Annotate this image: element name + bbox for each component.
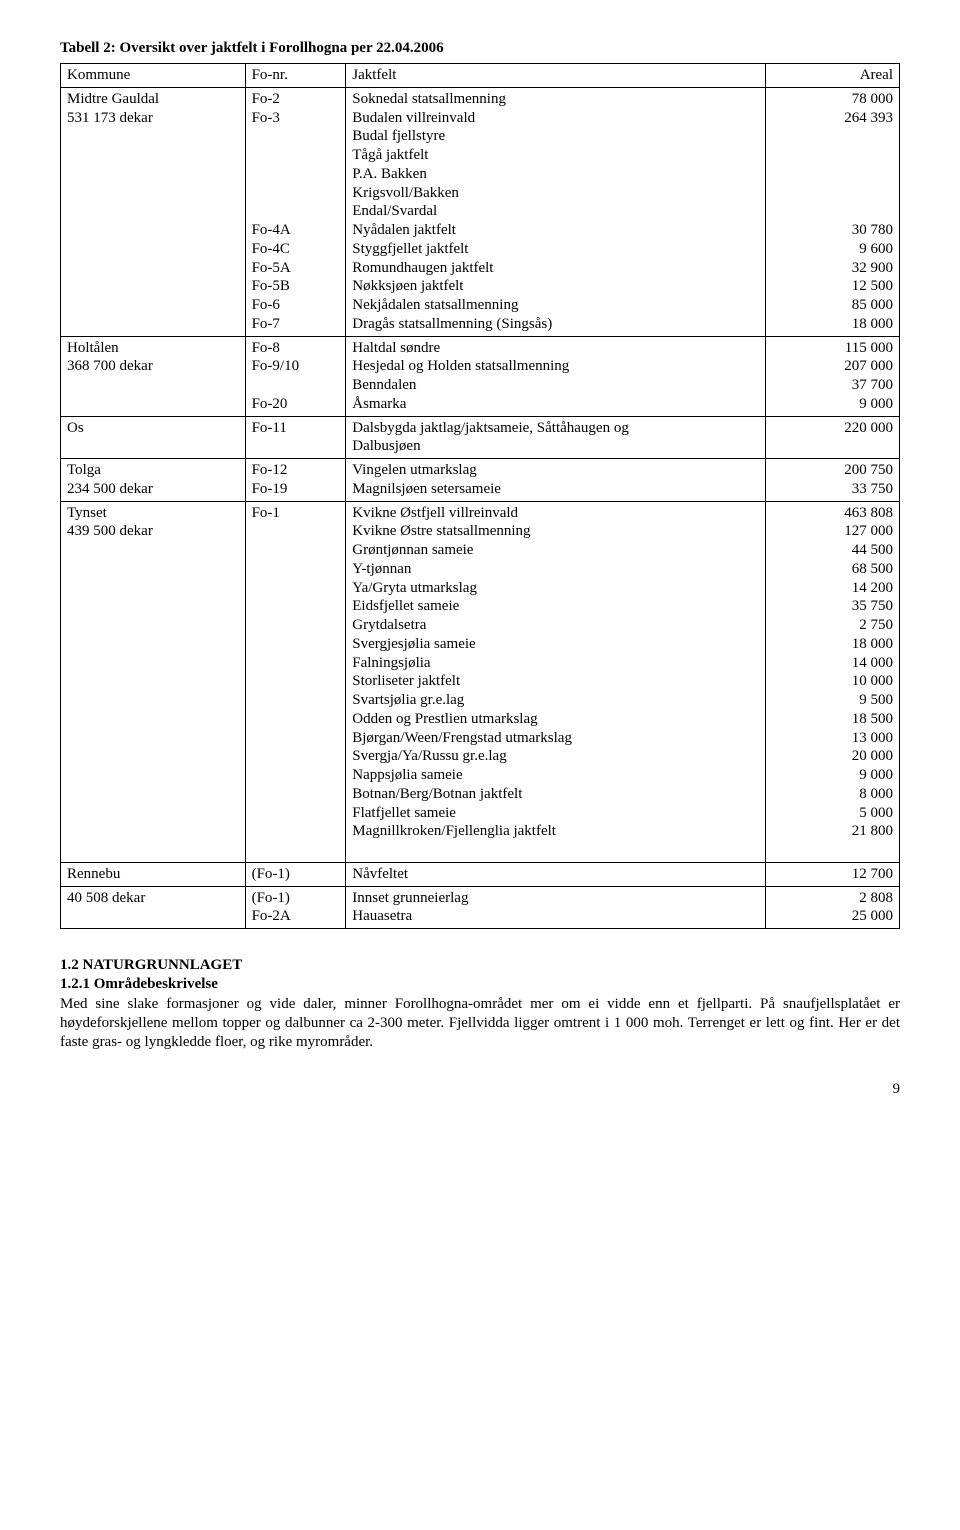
cell-kommune: 40 508 dekar <box>61 886 246 929</box>
jaktfelt-table: Kommune Fo-nr. Jaktfelt Areal Midtre Gau… <box>60 63 900 929</box>
cell-fonr: Fo-12Fo-19 <box>245 459 346 502</box>
cell-jaktfelt: Dalsbygda jaktlag/jaktsameie, Såttåhauge… <box>346 416 766 459</box>
cell-areal: 78 000264 393 30 7809 60032 90012 50085 … <box>765 87 899 336</box>
cell-kommune: Rennebu <box>61 862 246 886</box>
header-fonr: Fo-nr. <box>245 64 346 88</box>
cell-areal: 2 80825 000 <box>765 886 899 929</box>
cell-jaktfelt: Kvikne Østfjell villreinvaldKvikne Østre… <box>346 501 766 862</box>
section-subheading: 1.2.1 Områdebeskrivelse <box>60 976 900 993</box>
table-title: Tabell 2: Oversikt over jaktfelt i Forol… <box>60 40 900 57</box>
cell-fonr: (Fo-1) <box>245 862 346 886</box>
cell-kommune: Tolga234 500 dekar <box>61 459 246 502</box>
cell-kommune: Midtre Gauldal531 173 dekar <box>61 87 246 336</box>
cell-jaktfelt: Haltdal søndreHesjedal og Holden statsal… <box>346 336 766 416</box>
cell-areal: 115 000207 00037 7009 000 <box>765 336 899 416</box>
page-number: 9 <box>60 1081 900 1098</box>
cell-jaktfelt: Nåvfeltet <box>346 862 766 886</box>
header-kommune: Kommune <box>61 64 246 88</box>
table-row: Midtre Gauldal531 173 dekarFo-2Fo-3 Fo-4… <box>61 87 900 336</box>
cell-areal: 200 75033 750 <box>765 459 899 502</box>
table-row: Tolga234 500 dekarFo-12Fo-19Vingelen utm… <box>61 459 900 502</box>
cell-jaktfelt: Soknedal statsallmenningBudalen villrein… <box>346 87 766 336</box>
table-row: OsFo-11 Dalsbygda jaktlag/jaktsameie, Så… <box>61 416 900 459</box>
cell-fonr: Fo-11 <box>245 416 346 459</box>
table-row: Rennebu(Fo-1)Nåvfeltet12 700 <box>61 862 900 886</box>
cell-fonr: Fo-1 <box>245 501 346 862</box>
table-row: Tynset439 500 dekarFo-1 Kvikne Østfjell … <box>61 501 900 862</box>
cell-kommune: Holtålen368 700 dekar <box>61 336 246 416</box>
cell-jaktfelt: Vingelen utmarkslagMagnilsjøen setersame… <box>346 459 766 502</box>
header-areal: Areal <box>765 64 899 88</box>
section-heading: 1.2 NATURGRUNNLAGET <box>60 957 900 974</box>
table-row: Holtålen368 700 dekarFo-8Fo-9/10 Fo-20Ha… <box>61 336 900 416</box>
cell-jaktfelt: Innset grunneierlagHauasetra <box>346 886 766 929</box>
section-body: Med sine slake formasjoner og vide daler… <box>60 995 900 1051</box>
table-row: 40 508 dekar(Fo-1)Fo-2AInnset grunneierl… <box>61 886 900 929</box>
cell-fonr: Fo-8Fo-9/10 Fo-20 <box>245 336 346 416</box>
header-jaktfelt: Jaktfelt <box>346 64 766 88</box>
cell-fonr: (Fo-1)Fo-2A <box>245 886 346 929</box>
cell-kommune: Tynset439 500 dekar <box>61 501 246 862</box>
cell-areal: 220 000 <box>765 416 899 459</box>
cell-kommune: Os <box>61 416 246 459</box>
table-header-row: Kommune Fo-nr. Jaktfelt Areal <box>61 64 900 88</box>
cell-areal: 12 700 <box>765 862 899 886</box>
cell-fonr: Fo-2Fo-3 Fo-4AFo-4CFo-5AFo-5BFo-6Fo-7 <box>245 87 346 336</box>
cell-areal: 463 808127 00044 50068 50014 20035 7502 … <box>765 501 899 862</box>
